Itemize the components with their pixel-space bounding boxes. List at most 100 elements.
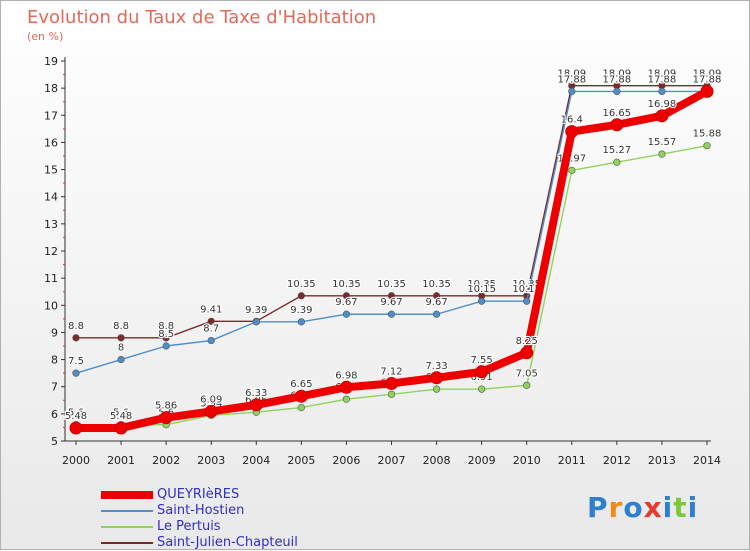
data-point — [114, 421, 128, 435]
data-point — [523, 381, 531, 389]
data-label: 17.88 — [603, 74, 632, 85]
x-tick-label: 2010 — [513, 454, 541, 467]
y-tick-label: 19 — [44, 55, 58, 68]
data-point — [207, 336, 215, 345]
data-point — [475, 365, 489, 379]
x-tick-label: 2014 — [693, 454, 721, 467]
data-point — [72, 334, 80, 342]
logo-letter: x — [643, 491, 663, 524]
data-point — [249, 398, 263, 412]
data-point — [252, 318, 260, 326]
legend-item: Saint-Hostien — [101, 503, 341, 519]
data-point — [658, 87, 666, 95]
y-tick-label: 8 — [51, 354, 58, 367]
data-label: 8.8 — [68, 321, 84, 332]
data-point — [387, 310, 396, 318]
data-label: 9.39 — [245, 305, 267, 316]
data-label: 10.35 — [377, 279, 406, 290]
x-tick-label: 2005 — [287, 454, 315, 467]
x-tick-label: 2006 — [332, 454, 360, 467]
y-tick-label: 7 — [51, 381, 58, 394]
data-label: 15.27 — [603, 145, 632, 156]
data-point — [297, 292, 305, 300]
data-label: 5.6 — [68, 408, 84, 419]
data-point — [342, 292, 351, 300]
data-label: 10.35 — [422, 279, 451, 290]
data-label: 8.5 — [158, 329, 174, 340]
data-label: 15.88 — [693, 129, 722, 140]
data-label: 7.5 — [68, 356, 84, 367]
data-label: 9.67 — [380, 297, 402, 308]
data-label: 7.33 — [425, 361, 447, 372]
data-label: 8.25 — [516, 336, 538, 347]
chart-unit: (en %) — [27, 30, 64, 43]
data-label: 9.67 — [425, 297, 447, 308]
data-point — [342, 395, 351, 403]
data-point — [432, 310, 441, 318]
data-label: 6.09 — [200, 394, 222, 405]
data-point — [297, 404, 305, 412]
data-point — [655, 109, 669, 123]
y-tick-label: 11 — [44, 272, 58, 285]
data-point — [565, 125, 579, 139]
data-point — [162, 342, 170, 350]
data-label: 9.67 — [335, 297, 357, 308]
x-tick-label: 2008 — [423, 454, 451, 467]
y-tick-label: 14 — [44, 191, 58, 204]
data-label: 6.65 — [290, 379, 312, 390]
x-tick-label: 2012 — [603, 454, 631, 467]
data-point — [342, 310, 351, 318]
legend: QUEYRIèRES Saint-Hostien Le Pertuis Saint-J… — [101, 487, 341, 551]
data-label: 8.8 — [113, 321, 129, 332]
data-label: 6.98 — [335, 370, 357, 381]
data-point — [520, 346, 534, 360]
y-tick-label: 13 — [44, 218, 58, 231]
data-point — [162, 334, 170, 342]
legend-swatch — [101, 542, 153, 544]
data-point — [294, 389, 308, 403]
data-label: 10.35 — [332, 279, 361, 290]
data-point — [207, 317, 215, 325]
data-label: 17.88 — [693, 74, 722, 85]
data-point — [613, 87, 621, 95]
data-point — [69, 421, 83, 435]
data-point — [297, 318, 305, 326]
legend-label: QUEYRIèRES — [157, 487, 240, 502]
logo-letter: P — [587, 491, 609, 524]
x-tick-label: 2013 — [648, 454, 676, 467]
x-tick-label: 2003 — [197, 454, 225, 467]
data-label: 9.39 — [290, 305, 312, 316]
data-label: 10.15 — [512, 284, 541, 295]
x-tick-label: 2000 — [62, 454, 90, 467]
data-label: 6.33 — [245, 388, 267, 399]
data-point — [703, 142, 711, 150]
data-point — [432, 292, 441, 300]
y-tick-label: 9 — [51, 326, 58, 339]
data-point — [117, 355, 125, 364]
data-label: 7.55 — [471, 355, 493, 366]
data-label: 5.48 — [65, 411, 87, 422]
data-label: 8.7 — [203, 324, 219, 335]
data-label: 17.88 — [648, 74, 677, 85]
data-label: 10.35 — [467, 279, 496, 290]
x-tick-label: 2002 — [152, 454, 180, 467]
data-point — [387, 390, 396, 398]
data-label: 5.6 — [113, 408, 129, 419]
data-point — [568, 166, 576, 174]
legend-item: Le Pertuis — [101, 519, 341, 535]
data-label: 16.65 — [603, 108, 632, 119]
data-label: 18.09 — [557, 69, 586, 80]
data-point — [478, 297, 486, 305]
x-tick-label: 2011 — [558, 454, 586, 467]
legend-swatch — [101, 526, 153, 528]
data-point — [432, 385, 441, 393]
data-point — [478, 385, 486, 393]
data-label: 9.41 — [245, 304, 267, 315]
data-label: 7.05 — [516, 368, 538, 379]
y-tick-label: 6 — [51, 408, 58, 421]
logo-letter: i — [687, 491, 699, 524]
data-label: 10.35 — [287, 279, 316, 290]
data-point — [658, 150, 666, 158]
y-tick-label: 17 — [44, 109, 58, 122]
